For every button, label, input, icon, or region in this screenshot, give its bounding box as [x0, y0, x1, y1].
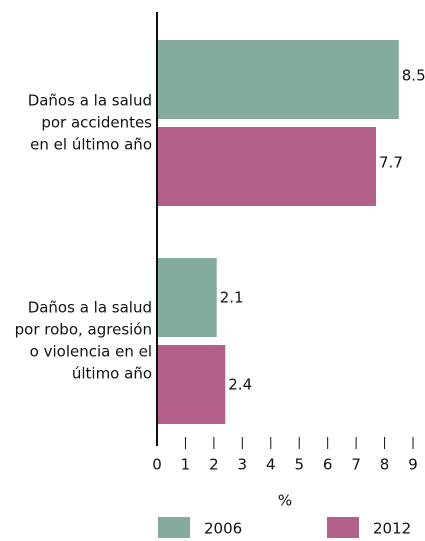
x-tick-label: 6: [323, 456, 333, 474]
x-tick-label: 5: [294, 456, 304, 474]
x-tick-label: 0: [152, 456, 162, 474]
x-tick-label: 4: [266, 456, 276, 474]
category-label: Daños a la salud: [28, 299, 152, 317]
bar: [157, 345, 226, 424]
x-tick-label: 3: [238, 456, 248, 474]
bar: [157, 127, 377, 206]
value-label: 8.5: [402, 67, 425, 85]
x-tick-label: 7: [351, 456, 361, 474]
bar: [157, 258, 217, 337]
category-label: último año: [72, 365, 152, 383]
x-tick-label: 1: [181, 456, 191, 474]
x-tick-label: 9: [408, 456, 418, 474]
legend-swatch: [158, 517, 190, 538]
legend-label: 2006: [204, 520, 242, 538]
category-label: Daños a la salud: [28, 92, 152, 110]
category-label: en el último año: [30, 136, 152, 154]
x-tick-label: 2: [209, 456, 219, 474]
x-axis-label: %: [278, 492, 292, 510]
value-label: 7.7: [379, 154, 403, 172]
value-label: 2.1: [220, 289, 244, 307]
legend-swatch: [327, 517, 359, 538]
category-label: por accidentes: [41, 114, 152, 132]
category-label: por robo, agresión: [15, 321, 152, 339]
x-tick-label: 8: [380, 456, 390, 474]
legend-label: 2012: [373, 520, 411, 538]
bar: [157, 40, 399, 119]
category-label: o violencia en el: [30, 343, 152, 361]
value-label: 2.4: [228, 376, 252, 394]
